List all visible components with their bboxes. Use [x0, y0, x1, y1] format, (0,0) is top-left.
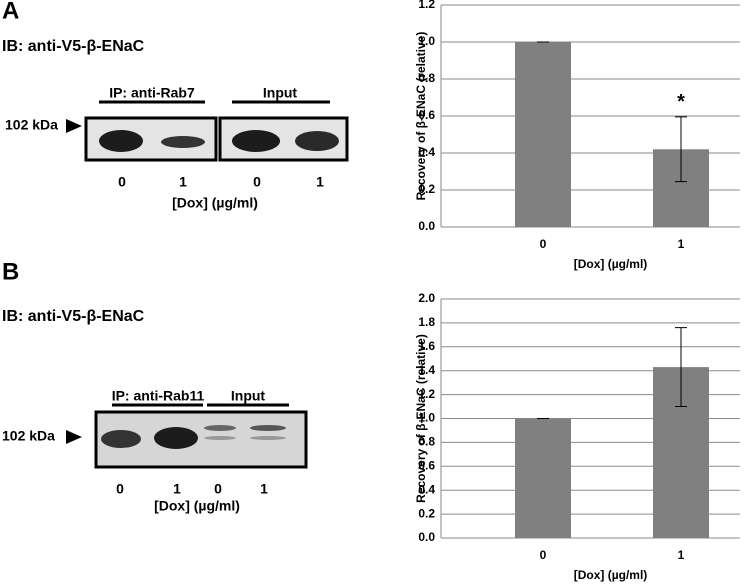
bar: [515, 418, 571, 538]
x-axis-title: [Dox] (µg/ml): [574, 568, 648, 582]
y-tick-label: 0.8: [418, 435, 435, 449]
ip-label: IP: anti-Rab11: [112, 388, 205, 404]
y-tick-label: 0.4: [418, 145, 435, 159]
y-axis-title: Recovery of β-ENaC (relative): [414, 334, 428, 503]
lane-label: 0: [253, 174, 261, 190]
error-bar: [675, 327, 687, 408]
annotation: *: [677, 91, 685, 113]
y-tick-label: 0.2: [418, 182, 435, 196]
blot: [84, 116, 349, 162]
lane-title: [Dox] (µg/ml): [172, 195, 258, 211]
ip-label: IP: anti-Rab7: [109, 85, 195, 101]
marker-label: 102 kDa: [5, 117, 58, 133]
blot: [94, 410, 308, 469]
error-bar: [675, 116, 687, 183]
y-tick-label: 0.0: [418, 530, 435, 544]
y-tick-label: 0.6: [418, 458, 435, 472]
panel-letter: A: [2, 0, 19, 24]
y-tick-label: 0.6: [418, 108, 435, 122]
lane-title: [Dox] (µg/ml): [154, 498, 240, 514]
lane-label: 1: [316, 174, 324, 190]
y-tick-label: 1.0: [418, 34, 435, 48]
input-label: Input: [231, 388, 266, 404]
marker-arrow: [66, 430, 82, 444]
y-tick-label: 1.8: [418, 315, 435, 329]
y-tick-label: 1.4: [418, 363, 435, 377]
y-tick-label: 1.2: [418, 387, 435, 401]
x-tick-label: 1: [678, 237, 685, 251]
x-axis-title: [Dox] (µg/ml): [574, 257, 648, 271]
x-tick-label: 0: [540, 237, 547, 251]
y-tick-label: 1.0: [418, 411, 435, 425]
y-tick-label: 1.2: [418, 0, 435, 11]
x-tick-label: 1: [678, 548, 685, 562]
y-tick-label: 0.2: [418, 506, 435, 520]
x-tick-label: 0: [540, 548, 547, 562]
lane-label: 0: [214, 481, 222, 497]
panel-letter: B: [2, 258, 19, 285]
marker-label: 102 kDa: [2, 428, 55, 444]
y-tick-label: 2.0: [418, 291, 435, 305]
y-tick-label: 1.6: [418, 339, 435, 353]
marker-arrow: [66, 119, 82, 133]
bar: [515, 42, 571, 227]
blot-title: IB: anti-V5-β-ENaC: [2, 308, 145, 325]
lane-label: 1: [260, 481, 268, 497]
y-tick-label: 0.0: [418, 219, 435, 233]
lane-label: 1: [173, 481, 181, 497]
lane-label: 0: [118, 174, 126, 190]
y-tick-label: 0.8: [418, 71, 435, 85]
lane-label: 1: [179, 174, 187, 190]
lane-label: 0: [116, 481, 124, 497]
blot-title: IB: anti-V5-β-ENaC: [2, 38, 145, 55]
y-tick-label: 0.4: [418, 482, 435, 496]
input-label: Input: [263, 85, 298, 101]
y-axis-title: Recovery of β-ENaC (relative): [414, 32, 428, 201]
